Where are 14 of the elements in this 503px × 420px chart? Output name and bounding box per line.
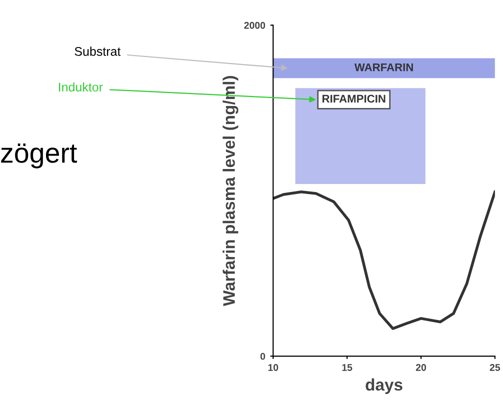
line-series xyxy=(273,190,495,330)
x-tick-label: 10 xyxy=(268,364,278,371)
y-tick-label: 0 xyxy=(260,352,266,360)
text: Substrat xyxy=(74,46,121,56)
y-tick-label: 2000 xyxy=(244,22,266,29)
band-label: WARFARIN xyxy=(354,63,413,72)
x-tick-label: 15 xyxy=(342,364,352,371)
x-tick-label: 25 xyxy=(490,364,500,371)
y-axis-title: Warfarin plasma level (ng/ml) xyxy=(222,76,238,306)
text: zögert xyxy=(1,144,77,168)
text: Induktor xyxy=(59,82,103,92)
band-label: RIFAMPICIN xyxy=(322,94,386,103)
x-axis-title: days xyxy=(366,378,402,394)
x-tick-label: 20 xyxy=(416,364,426,371)
